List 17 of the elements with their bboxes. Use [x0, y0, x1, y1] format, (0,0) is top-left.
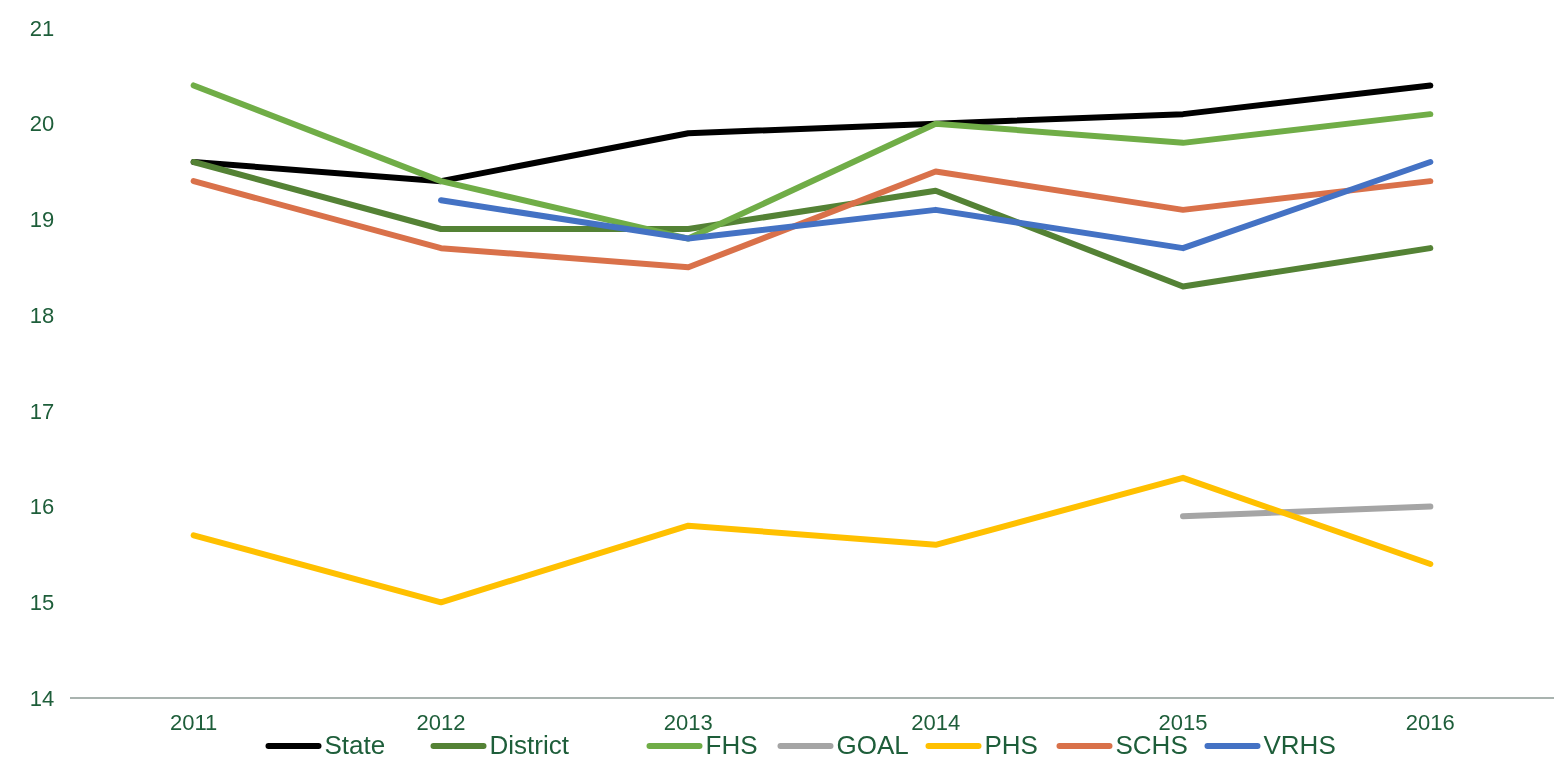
y-tick-label: 20 — [29, 111, 55, 137]
legend-label: District — [489, 730, 570, 760]
x-tick-label: 2016 — [1405, 710, 1455, 735]
x-tick-label: 2014 — [911, 710, 961, 735]
x-tick-label: 2012 — [416, 710, 466, 735]
legend-label: VRHS — [1263, 730, 1336, 760]
y-tick-label: 14 — [29, 685, 55, 711]
x-tick-label: 2011 — [170, 710, 218, 735]
y-tick-label: 16 — [29, 494, 55, 520]
y-tick-label: 18 — [29, 302, 55, 328]
y-tick-label: 21 — [29, 15, 55, 41]
y-tick-label: 15 — [29, 589, 55, 615]
legend-label: State — [324, 730, 386, 760]
y-tick-label: 19 — [29, 207, 55, 233]
legend-label: PHS — [984, 730, 1038, 760]
y-tick-label: 17 — [29, 398, 55, 424]
legend-label: GOAL — [836, 730, 909, 760]
